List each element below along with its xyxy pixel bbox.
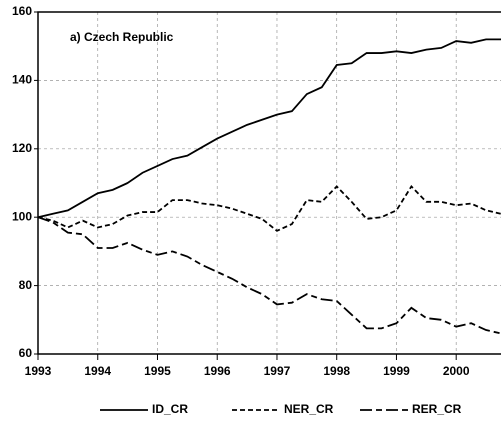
chart-title: a) Czech Republic bbox=[70, 30, 174, 44]
legend-label: ID_CR bbox=[152, 402, 188, 416]
x-tick-label: 1994 bbox=[84, 364, 111, 378]
y-tick-label: 80 bbox=[19, 278, 33, 292]
legend-label: RER_CR bbox=[412, 402, 462, 416]
series-line bbox=[37, 38, 501, 219]
series-line bbox=[37, 216, 501, 335]
y-tick-label: 140 bbox=[12, 73, 32, 87]
x-tick-label: 1999 bbox=[383, 364, 410, 378]
axis-frame bbox=[37, 11, 501, 355]
y-tick-label: 120 bbox=[12, 141, 32, 155]
x-tick-label: 1995 bbox=[144, 364, 171, 378]
legend-label: NER_CR bbox=[284, 402, 334, 416]
x-tick-label: 1998 bbox=[323, 364, 350, 378]
y-tick-label: 160 bbox=[12, 4, 32, 18]
x-tick-label: 2000 bbox=[443, 364, 470, 378]
y-tick-label: 60 bbox=[19, 346, 33, 360]
x-tick-label: 1993 bbox=[25, 364, 52, 378]
y-tick-label: 100 bbox=[12, 209, 32, 223]
x-tick-label: 1997 bbox=[264, 364, 291, 378]
series-line bbox=[37, 184, 501, 232]
x-tick-label: 1996 bbox=[204, 364, 231, 378]
